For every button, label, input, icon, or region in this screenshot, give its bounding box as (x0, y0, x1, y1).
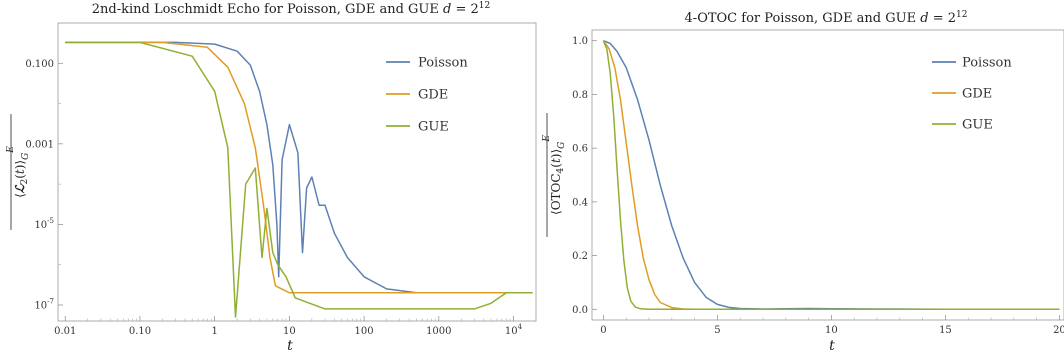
svg-text:⟨OTOC4(t)⟩GE: ⟨OTOC4(t)⟩GE (542, 135, 567, 215)
right-chart-title: 4-OTOC for Poisson, GDE and GUE d = 212 (685, 10, 968, 26)
right-x-tick-label: 10 (825, 325, 838, 336)
right-series-poisson (603, 40, 1060, 311)
right-y-tick-label: 0.4 (572, 197, 588, 208)
right-x-tick-label: 5 (714, 325, 720, 336)
left-series-gde (65, 41, 533, 294)
right-x-axis-label: t (829, 338, 835, 354)
right-y-tick-label: 0.0 (572, 305, 588, 316)
left-y-axis-label: ⟨ℒ2(t)⟩GE (6, 114, 31, 230)
left-plot-frame (57, 22, 537, 322)
right-x-tick-label: 15 (939, 325, 952, 336)
right-series-gde (602, 40, 1060, 311)
left-x-tick-label: 104 (505, 323, 523, 337)
left-series-gue (65, 41, 533, 318)
right-series-gue (602, 40, 1060, 311)
right-legend-label: GUE (962, 118, 993, 133)
left-y-tick-label: 10-5 (34, 217, 54, 231)
left-legend-label: GUE (418, 120, 449, 135)
right-plot-frame (591, 29, 1064, 321)
svg-text:⟨ℒ2(t)⟩GE: ⟨ℒ2(t)⟩GE (6, 146, 31, 198)
left-y-tick-label: 10-7 (34, 297, 54, 311)
left-x-tick-label: 100 (355, 326, 374, 337)
left-legend-label: GDE (418, 88, 448, 103)
left-x-tick-label: 10 (283, 326, 296, 337)
left-y-tick-label: 0.100 (25, 59, 54, 70)
right-y-tick-label: 0.6 (572, 144, 588, 155)
right-legend-label: GDE (962, 87, 992, 102)
left-x-tick-label: 0.10 (129, 326, 151, 337)
left-legend-label: Poisson (418, 56, 468, 71)
right-y-tick-label: 1.0 (572, 36, 588, 47)
left-x-tick-label: 1000 (426, 326, 451, 337)
left-x-axis-label: t (287, 338, 293, 354)
right-legend-label: Poisson (962, 56, 1012, 71)
right-y-tick-label: 0.2 (572, 251, 588, 262)
right-x-tick-label: 20 (1053, 325, 1064, 336)
left-series-poisson (65, 41, 533, 294)
left-chart-title: 2nd-kind Loschmidt Echo for Poisson, GDE… (92, 1, 490, 17)
right-y-axis-label: ⟨OTOC4(t)⟩GE (542, 113, 567, 237)
right-y-tick-label: 0.8 (572, 90, 588, 101)
left-x-tick-label: 1 (211, 326, 217, 337)
right-x-tick-label: 0 (600, 325, 606, 336)
left-x-tick-label: 0.01 (54, 326, 76, 337)
left-y-tick-label: 0.001 (25, 139, 54, 150)
